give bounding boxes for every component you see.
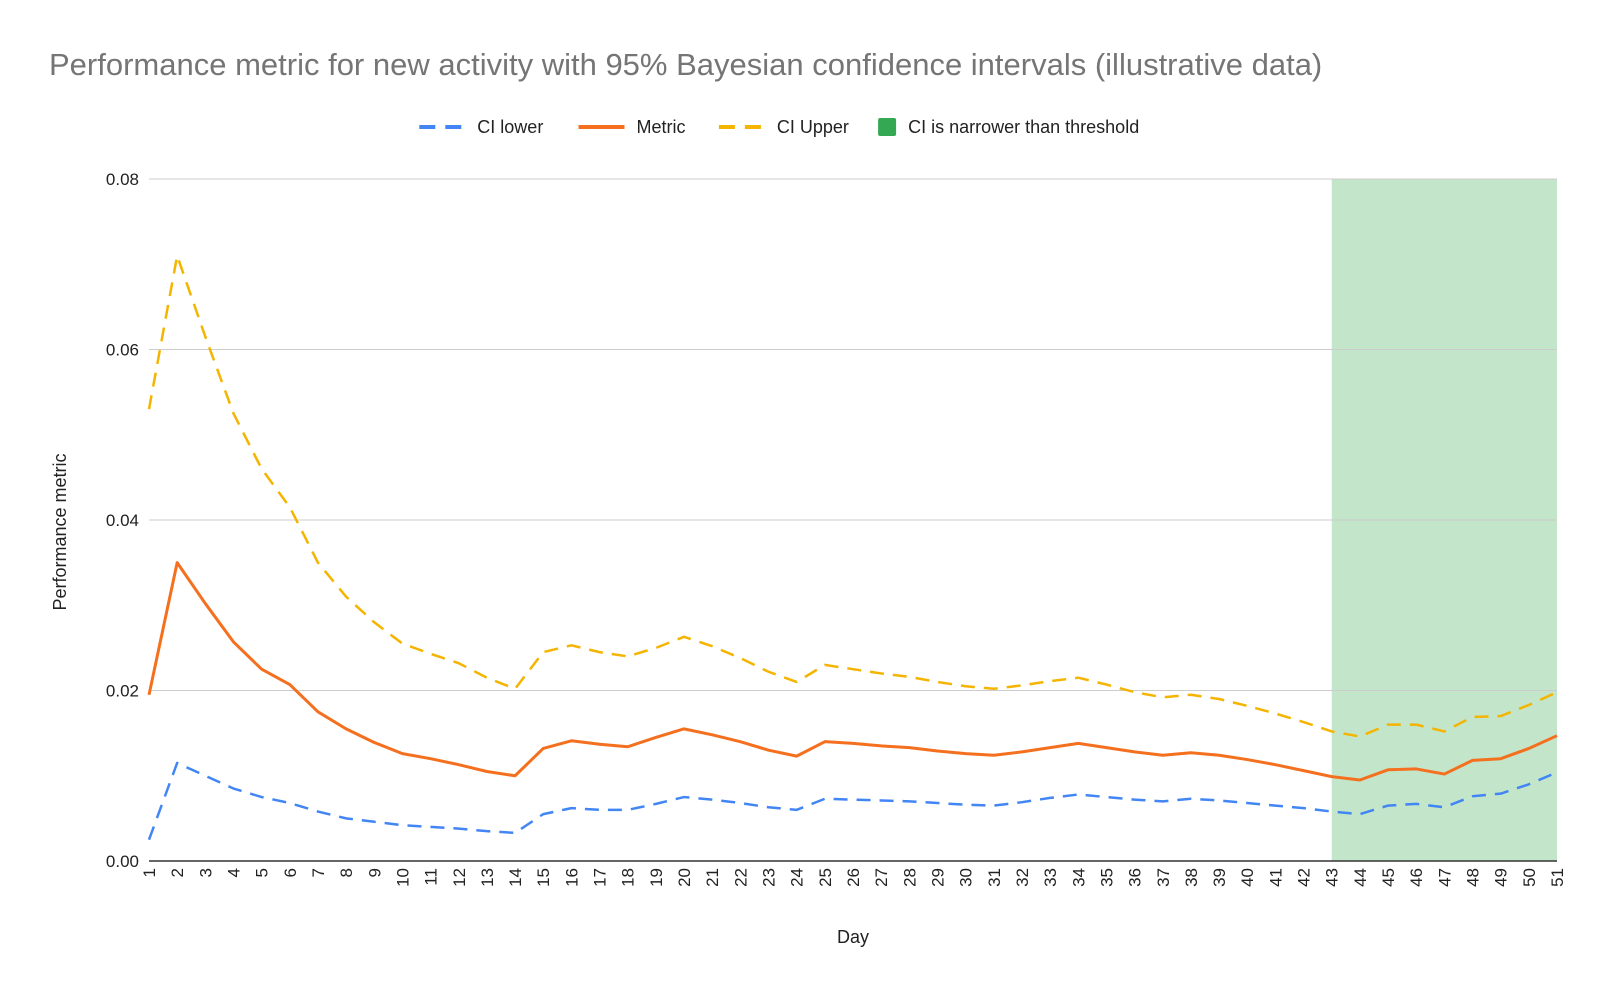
- x-tick-label: 38: [1182, 868, 1201, 887]
- x-tick-label: 1: [140, 868, 159, 877]
- x-tick-label: 2: [168, 868, 187, 877]
- x-tick-label: 31: [985, 868, 1004, 887]
- x-tick-label: 42: [1295, 868, 1314, 887]
- legend-label: CI is narrower than threshold: [908, 117, 1139, 137]
- x-tick-label: 22: [731, 868, 750, 887]
- x-tick-label: 20: [675, 868, 694, 887]
- x-tick-label: 13: [478, 868, 497, 887]
- x-tick-label: 39: [1210, 868, 1229, 887]
- x-tick-label: 30: [957, 868, 976, 887]
- x-tick-label: 26: [844, 868, 863, 887]
- x-tick-label: 40: [1238, 868, 1257, 887]
- y-tick-label: 0.06: [106, 341, 139, 360]
- x-tick-label: 47: [1435, 868, 1454, 887]
- series-line-metric: [147, 561, 1558, 782]
- legend-item: Metric: [578, 117, 686, 137]
- x-tick-label: 6: [281, 868, 300, 877]
- x-tick-label: 7: [309, 868, 328, 877]
- legend-label: Metric: [637, 117, 686, 137]
- y-axis-ticks: 0.00 0.02 0.04 0.06 0.08: [106, 170, 139, 871]
- y-tick-label: 0.00: [106, 852, 139, 871]
- x-tick-label: 9: [365, 868, 384, 877]
- x-tick-label: 27: [872, 868, 891, 887]
- x-tick-label: 50: [1520, 868, 1539, 887]
- gridlines: [149, 178, 1557, 862]
- x-tick-label: 28: [900, 868, 919, 887]
- x-tick-label: 33: [1041, 868, 1060, 887]
- legend-label: CI lower: [477, 117, 543, 137]
- x-tick-label: 34: [1069, 868, 1088, 887]
- x-tick-label: 8: [337, 868, 356, 877]
- x-tick-label: 29: [928, 868, 947, 887]
- x-tick-label: 23: [760, 868, 779, 887]
- x-axis-label: Day: [837, 927, 869, 947]
- legend-item: CI Upper: [718, 117, 849, 137]
- x-tick-label: 19: [647, 868, 666, 887]
- x-tick-label: 16: [562, 868, 581, 887]
- chart-title: Performance metric for new activity with…: [49, 47, 1322, 82]
- x-tick-label: 14: [506, 868, 525, 887]
- legend-swatch: [878, 118, 897, 136]
- x-tick-label: 21: [703, 868, 722, 887]
- x-tick-label: 48: [1464, 868, 1483, 887]
- x-tick-label: 3: [196, 868, 215, 877]
- x-tick-label: 44: [1351, 868, 1370, 887]
- x-tick-label: 35: [1097, 868, 1116, 887]
- x-tick-label: 25: [816, 868, 835, 887]
- x-tick-label: 32: [1013, 868, 1032, 887]
- x-tick-label: 5: [253, 868, 272, 877]
- x-tick-label: 17: [591, 868, 610, 887]
- x-tick-label: 36: [1126, 868, 1145, 887]
- x-tick-label: 49: [1492, 868, 1511, 887]
- x-axis-ticks: 1 2 3 4 5 6 7 8 9 10 11 12 13 14 15 16 17 18 19 20 21 22 23 24 2…: [140, 868, 1567, 887]
- legend-item: CI is narrower than threshold: [878, 117, 1139, 137]
- series-line-ci-upper: [147, 254, 1558, 738]
- x-tick-label: 45: [1379, 868, 1398, 887]
- x-tick-label: 51: [1548, 868, 1567, 887]
- x-tick-label: 11: [422, 868, 441, 886]
- x-tick-label: 24: [788, 868, 807, 887]
- y-axis-label: Performance metric: [50, 453, 70, 610]
- legend-item: CI lower: [419, 117, 543, 137]
- x-tick-label: 41: [1266, 868, 1285, 887]
- legend-label: CI Upper: [777, 117, 849, 137]
- x-tick-label: 46: [1407, 868, 1426, 887]
- x-tick-label: 18: [619, 868, 638, 887]
- y-tick-label: 0.02: [106, 682, 139, 701]
- x-tick-label: 15: [534, 868, 553, 887]
- y-tick-label: 0.04: [106, 511, 139, 530]
- series-group: [147, 254, 1558, 841]
- x-tick-label: 43: [1323, 868, 1342, 887]
- legend: CI lower Metric CI Upper CI is narrower tha…: [419, 117, 1139, 137]
- x-tick-label: 37: [1154, 868, 1173, 887]
- y-tick-label: 0.08: [106, 170, 139, 189]
- x-tick-label: 10: [393, 868, 412, 887]
- x-tick-label: 12: [450, 868, 469, 887]
- x-tick-label: 4: [224, 868, 243, 877]
- series-line-ci-lower: [147, 761, 1558, 841]
